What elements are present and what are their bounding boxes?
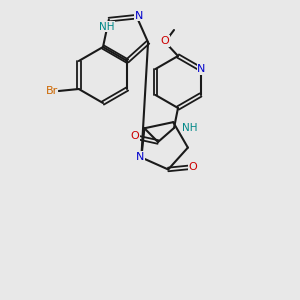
Text: N: N [134, 11, 143, 21]
Text: O: O [160, 36, 169, 46]
Text: NH: NH [182, 123, 197, 133]
Text: O: O [189, 163, 198, 172]
Text: Br: Br [46, 86, 58, 96]
Text: N: N [197, 64, 206, 74]
Text: O: O [130, 131, 140, 141]
Text: N: N [136, 152, 145, 161]
Text: NH: NH [99, 22, 115, 32]
